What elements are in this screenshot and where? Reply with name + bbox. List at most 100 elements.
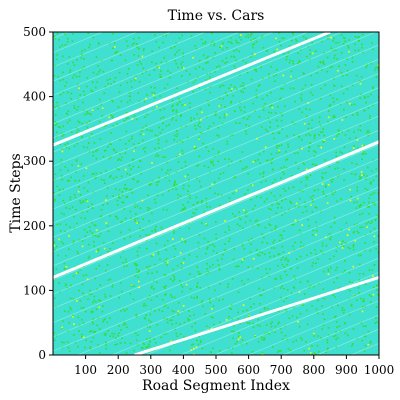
car-cell (373, 204, 376, 206)
car-cell (254, 335, 257, 338)
car-cell (241, 244, 244, 247)
car-cell (124, 168, 127, 171)
car-cell (363, 201, 365, 204)
car-cell (234, 343, 237, 345)
car-cell (128, 174, 131, 176)
car-cell (303, 73, 305, 75)
car-cell (70, 308, 72, 311)
car-cell (96, 288, 99, 291)
car-cell (275, 74, 277, 76)
car-cell (311, 198, 314, 201)
car-cell (241, 280, 243, 282)
car-cell (81, 245, 84, 248)
car-cell (189, 288, 192, 290)
car-cell (224, 158, 226, 160)
car-cell (171, 309, 174, 312)
car-cell (59, 169, 62, 171)
car-cell (158, 180, 160, 183)
car-cell (201, 42, 204, 45)
car-cell (185, 70, 188, 72)
car-cell (301, 304, 303, 306)
car-cell (276, 69, 278, 71)
car-cell (77, 105, 80, 108)
car-cell (101, 115, 103, 117)
car-cell (133, 349, 135, 352)
car-cell (120, 290, 123, 293)
car-cell (199, 339, 202, 342)
car-cell (193, 276, 196, 279)
car-cell (191, 325, 193, 328)
car-cell (116, 167, 118, 170)
car-cell (73, 64, 76, 67)
car-cell (287, 52, 290, 54)
car-cell (164, 273, 167, 276)
car-cell (198, 137, 200, 140)
car-cell (179, 153, 181, 156)
car-cell (341, 75, 344, 77)
car-cell (327, 34, 329, 37)
car-cell (299, 147, 301, 150)
car-cell (327, 116, 330, 119)
car-cell (341, 309, 344, 311)
car-cell (103, 92, 105, 95)
car-cell (154, 134, 157, 137)
car-cell (193, 145, 196, 148)
car-cell (282, 88, 284, 90)
car-cell (149, 326, 151, 328)
car-cell (83, 58, 85, 60)
car-cell (261, 35, 264, 37)
car-cell (169, 319, 171, 321)
car-cell (75, 160, 78, 162)
car-cell (336, 200, 338, 203)
car-cell (206, 248, 208, 250)
car-cell (285, 274, 288, 276)
car-cell (328, 233, 331, 235)
car-cell (174, 59, 177, 62)
car-cell (176, 141, 179, 144)
car-cell (284, 211, 286, 214)
car-cell (88, 120, 91, 122)
car-cell (85, 339, 87, 342)
car-cell (360, 129, 362, 132)
car-cell (263, 105, 265, 108)
car-cell (314, 151, 317, 153)
car-cell (277, 206, 279, 209)
car-cell (189, 102, 191, 104)
car-cell (134, 79, 136, 81)
car-cell (235, 41, 238, 44)
car-cell (369, 117, 371, 120)
car-cell (205, 325, 208, 327)
car-cell (194, 330, 197, 332)
car-cell (219, 46, 221, 48)
car-cell (85, 274, 88, 276)
car-cell (300, 97, 302, 99)
car-cell (333, 114, 335, 117)
car-cell (320, 87, 322, 90)
car-cell (68, 321, 70, 324)
car-cell (175, 322, 177, 324)
car-cell (134, 202, 136, 205)
car-cell (64, 33, 67, 35)
car-cell (358, 36, 360, 38)
car-cell (72, 33, 74, 35)
car-cell (300, 245, 302, 248)
car-cell (327, 268, 330, 271)
car-cell (336, 266, 338, 269)
car-cell (331, 181, 333, 183)
car-cell (182, 204, 184, 206)
car-cell (224, 92, 227, 94)
car-cell (166, 209, 168, 211)
car-cell (264, 226, 267, 229)
car-cell (261, 352, 264, 354)
car-cell (56, 122, 58, 125)
car-cell (92, 191, 95, 193)
car-cell (352, 328, 355, 330)
car-cell (322, 288, 324, 291)
car-cell (322, 190, 325, 193)
car-cell (134, 206, 136, 208)
car-cell (320, 124, 322, 127)
car-cell (172, 280, 174, 282)
car-cell (242, 227, 244, 229)
car-cell (119, 342, 122, 344)
car-cell (155, 226, 157, 228)
